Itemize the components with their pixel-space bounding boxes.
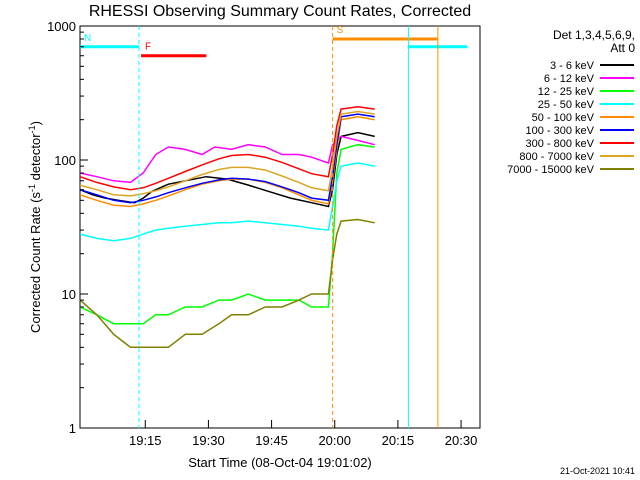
legend-label: 25 - 50 keV xyxy=(538,99,595,111)
state-bar-label: S xyxy=(337,25,344,36)
x-tick-label: 20:00 xyxy=(318,433,351,448)
x-tick-label: 20:15 xyxy=(382,433,415,448)
marks-layer: N F S xyxy=(79,25,468,428)
legend-label: 12 - 25 keV xyxy=(538,86,595,98)
y-axis-label: Corrected Count Rate (s-1 detector-1) xyxy=(27,121,43,333)
series-line xyxy=(79,113,375,204)
chart-title: RHESSI Observing Summary Count Rates, Co… xyxy=(89,3,471,20)
x-tick-label: 19:15 xyxy=(129,433,162,448)
plot-frame xyxy=(79,25,481,429)
x-tick-label: 20:30 xyxy=(445,433,478,448)
y-tick-label: 10 xyxy=(62,287,76,302)
legend-label: 3 - 6 keV xyxy=(550,60,595,72)
series-line xyxy=(79,110,375,197)
y-tick-label: 1000 xyxy=(47,19,76,34)
legend-label: 800 - 7000 keV xyxy=(519,151,594,163)
axes-layer: 19:15 19:30 19:45 20:00 20:15 20:30 1 10 100 1000 xyxy=(47,19,477,448)
legend-label: 6 - 12 keV xyxy=(544,73,595,85)
detector-info-line-1: Det 1,3,4,5,6,9, xyxy=(553,28,635,42)
series-line xyxy=(79,162,375,242)
y-tick-label: 100 xyxy=(54,153,76,168)
x-tick-label: 19:30 xyxy=(192,433,225,448)
series-line xyxy=(79,135,375,184)
state-bar-label: N xyxy=(84,33,91,44)
legend-label: 300 - 800 keV xyxy=(526,138,595,150)
state-bar-label: F xyxy=(145,42,151,53)
series-line xyxy=(79,218,375,349)
legend-label: 50 - 100 keV xyxy=(532,112,595,124)
detector-info-line-2: Att 0 xyxy=(610,41,635,55)
y-tick-label: 1 xyxy=(69,421,76,436)
series-line xyxy=(79,105,375,191)
x-axis-label: Start Time (08-Oct-04 19:01:02) xyxy=(188,455,372,470)
legend-label: 100 - 300 keV xyxy=(526,125,595,137)
x-tick-label: 19:45 xyxy=(255,433,288,448)
legend-label: 7000 - 15000 keV xyxy=(507,164,595,176)
timestamp: 21-Oct-2021 10:41 xyxy=(560,466,635,476)
series-line xyxy=(79,143,375,325)
